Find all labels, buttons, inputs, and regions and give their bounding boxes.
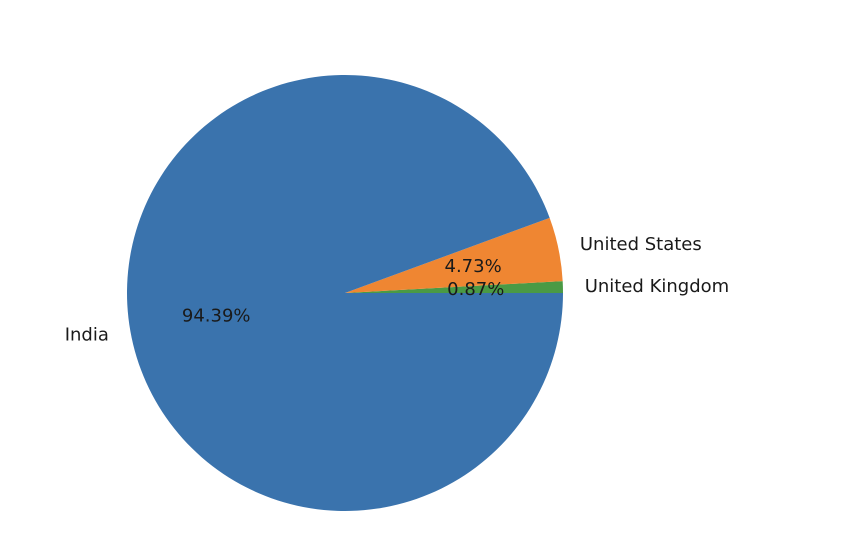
pie-slice-united-kingdom	[345, 281, 563, 293]
pie-category-label-united-states: United States	[580, 234, 702, 255]
pie-slice-united-states	[345, 217, 563, 293]
pie-percent-label-india: 94.39%	[182, 305, 251, 326]
pie-category-label-india: India	[65, 324, 109, 345]
pie-percent-label-united-states: 4.73%	[445, 256, 502, 277]
pie-category-label-united-kingdom: United Kingdom	[585, 276, 729, 297]
pie-slice-india	[126, 74, 563, 511]
pie-labels: 0.87% United Kingdom 4.73% United States 94.…	[65, 234, 729, 345]
pie-slices	[126, 74, 563, 511]
pie-percent-label-united-kingdom: 0.87%	[447, 279, 504, 300]
